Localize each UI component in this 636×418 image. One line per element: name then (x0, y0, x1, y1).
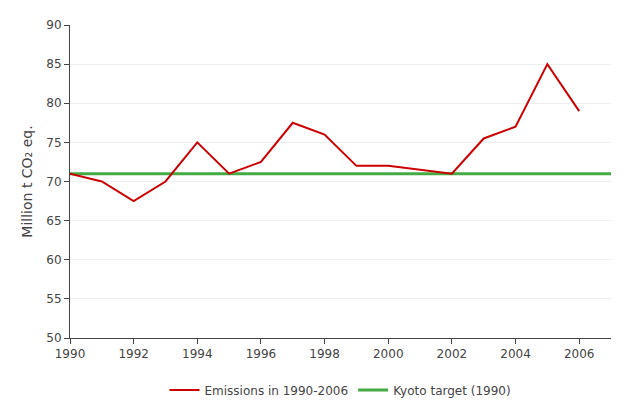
svg-text:80: 80 (46, 96, 61, 110)
svg-text:1994: 1994 (182, 347, 213, 361)
svg-text:1998: 1998 (309, 347, 340, 361)
svg-text:1996: 1996 (246, 347, 277, 361)
svg-text:1990: 1990 (55, 347, 86, 361)
svg-text:Kyoto target (1990): Kyoto target (1990) (393, 384, 511, 398)
svg-text:70: 70 (46, 175, 61, 189)
svg-text:1992: 1992 (118, 347, 149, 361)
svg-text:2004: 2004 (500, 347, 531, 361)
svg-text:2006: 2006 (564, 347, 595, 361)
svg-text:2002: 2002 (437, 347, 468, 361)
svg-text:Emissions in 1990-2006: Emissions in 1990-2006 (205, 384, 349, 398)
svg-text:75: 75 (46, 136, 61, 150)
svg-text:90: 90 (46, 18, 61, 32)
svg-text:55: 55 (46, 292, 61, 306)
svg-text:50: 50 (46, 331, 61, 345)
svg-text:65: 65 (46, 214, 61, 228)
svg-text:2000: 2000 (373, 347, 404, 361)
svg-text:60: 60 (46, 253, 61, 267)
svg-text:Million t CO₂ eq.: Million t CO₂ eq. (19, 125, 35, 237)
svg-text:85: 85 (46, 57, 61, 71)
